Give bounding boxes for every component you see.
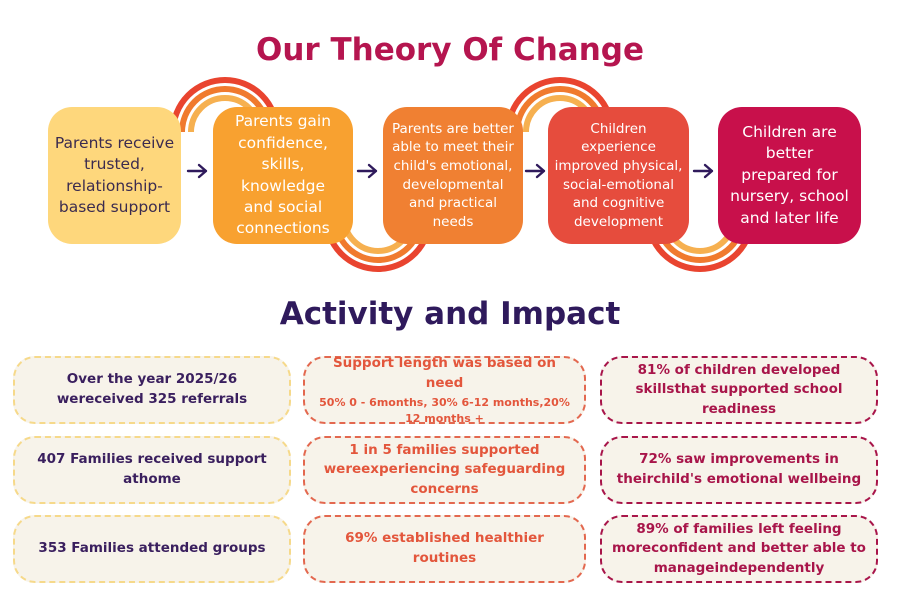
routines-card: 69% established healthier routines [303, 515, 586, 583]
text-line: relationship- [66, 176, 163, 195]
right-arrow-icon [524, 163, 546, 179]
text-line: received 325 referrals [78, 391, 248, 407]
text-line: improved physical, [554, 157, 683, 174]
text-line: Children [590, 120, 647, 137]
text-line: trusted, [84, 155, 145, 174]
activity-impact-title: Activity and Impact [279, 296, 621, 332]
text-line: 81% of children developed skills [635, 361, 841, 398]
text-line: and social [243, 197, 323, 216]
text-line: able to meet their [392, 139, 514, 156]
text-line: 89% of families left feeling more [612, 520, 842, 557]
text-line: and cognitive [572, 195, 665, 212]
right-arrow-icon [186, 163, 208, 179]
school-readiness-card: 81% of children developed skillsthat sup… [600, 356, 878, 424]
text-line: Parents gain [234, 112, 332, 131]
text-line: Parents receive [54, 133, 175, 152]
text-line: needs [432, 213, 474, 230]
referrals-card: Over the year 2025/26 wereceived 325 ref… [13, 356, 291, 424]
theory-of-change-title: Our Theory Of Change [256, 32, 644, 68]
step-3-box: Parents are better able to meet their chil… [383, 107, 523, 244]
text-line: and practical [408, 195, 497, 212]
text-line: experience [581, 139, 656, 156]
text-line: social-emotional [563, 176, 674, 193]
step-4-box: Children experience improved physical, soci… [548, 107, 689, 244]
text-line: that supported school readiness [674, 381, 843, 417]
text-line: confident and better able to manage [651, 540, 866, 576]
text-line: nursery, school [730, 187, 849, 206]
right-arrow-icon [692, 163, 714, 179]
text-line: developmental [402, 176, 504, 193]
support-length-card: Support length was based on need 50% 0 -… [303, 355, 586, 426]
text-line: experiencing safeguarding concerns [361, 461, 566, 497]
text-line: 69% established healthier routines [345, 530, 544, 566]
text-line: 407 Families received support at [37, 451, 267, 487]
text-line: Parents are better [392, 120, 514, 137]
text-line: better [765, 144, 814, 163]
text-line: prepared for [741, 165, 838, 184]
text-line: 50% 0 - 6months, 30% 6-12 months, [319, 396, 544, 410]
text-line: connections [236, 219, 330, 238]
support-length-detail: 50% 0 - 6months, 30% 6-12 months,20% 12 … [315, 395, 574, 426]
text-line: development [573, 213, 664, 230]
step-2-box: Parents gain confidence, skills, knowledge… [213, 107, 353, 244]
right-arrow-icon [356, 163, 378, 179]
text-line: child's emotional wellbeing [653, 471, 862, 487]
text-line: 20% 12 months + [405, 396, 570, 425]
step-1-box: Parents receive trusted, relationship-base… [48, 107, 181, 244]
text-line: independently [714, 559, 825, 576]
text-line: Children are [742, 123, 837, 142]
safeguarding-card: 1 in 5 families supported wereexperienci… [303, 436, 586, 504]
emotional-wellbeing-card: 72% saw improvements in theirchild's emo… [600, 436, 878, 504]
text-line: and later life [740, 208, 839, 227]
text-line: Over the year 2025/26 we [56, 371, 238, 407]
confidence-card: 89% of families left feeling moreconfide… [600, 515, 878, 583]
text-line: 72% saw improvements in their [616, 451, 839, 487]
home-support-card: 407 Families received support athome [13, 436, 291, 504]
step-5-box: Children are better prepared for nursery, s… [718, 107, 861, 244]
text-line: skills, knowledge [240, 155, 326, 195]
support-length-title: Support length was based on need [332, 355, 557, 391]
text-line: child's emotional, [393, 157, 513, 174]
text-line: 353 Families attended groups [38, 540, 266, 557]
text-line: based support [58, 197, 171, 216]
text-line: 1 in 5 families supported were [323, 441, 540, 478]
groups-card: 353 Families attended groups [13, 515, 291, 583]
text-line: home [138, 471, 181, 487]
text-line: confidence, [238, 133, 328, 152]
